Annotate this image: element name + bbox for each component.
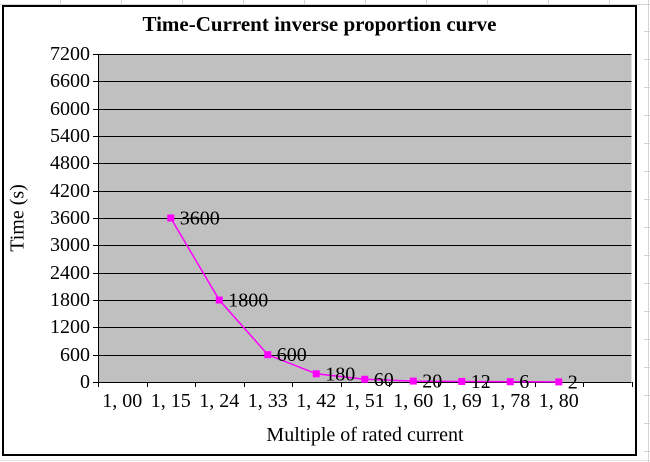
x-tick-label: 1, 60 <box>393 390 434 412</box>
y-tick-label: 3000 <box>50 234 90 257</box>
y-tick-label: 6000 <box>50 97 90 120</box>
data-label: 180 <box>325 363 355 385</box>
y-tick-label: 1200 <box>50 316 90 339</box>
x-tick-label: 1, 24 <box>199 390 240 412</box>
data-label: 12 <box>471 371 491 393</box>
x-tick-label: 1, 42 <box>296 390 337 412</box>
x-tick-label: 1, 80 <box>538 390 579 412</box>
data-point-marker <box>458 377 466 385</box>
data-label: 60 <box>374 369 394 391</box>
data-label: 6 <box>519 371 529 393</box>
data-point-marker <box>215 296 223 304</box>
chart-title: Time-Current inverse proportion curve <box>142 12 497 36</box>
data-point-marker <box>409 377 417 385</box>
data-point-marker <box>506 378 514 386</box>
data-label: 2 <box>568 371 578 393</box>
y-tick-label: 2400 <box>50 261 90 284</box>
x-axis-title: Multiple of rated current <box>266 424 464 446</box>
x-tick-label: 1, 78 <box>490 390 531 412</box>
data-label: 1800 <box>228 290 268 312</box>
data-label: 3600 <box>180 208 220 230</box>
data-point-marker <box>264 351 272 359</box>
x-tick-label: 1, 15 <box>150 390 191 412</box>
x-tick-label: 1, 69 <box>441 390 482 412</box>
data-point-marker <box>555 378 563 386</box>
spreadsheet-row-gridline-stubs <box>644 4 650 462</box>
y-tick-label: 4200 <box>50 179 90 202</box>
y-tick-label: 3600 <box>50 207 90 229</box>
y-tick-label: 600 <box>60 343 90 366</box>
spreadsheet-row-gridline <box>0 460 650 461</box>
data-label: 600 <box>277 344 307 366</box>
spreadsheet-column-gridline-stubs <box>0 0 650 5</box>
y-tick-label: 5400 <box>50 125 90 147</box>
y-tick-label: 7200 <box>50 43 90 65</box>
x-tick-label: 1, 00 <box>102 390 143 412</box>
y-tick-label: 1800 <box>50 289 90 311</box>
x-tick-label: 1, 51 <box>344 390 385 412</box>
y-tick-label: 0 <box>80 371 90 393</box>
data-point-marker <box>361 375 369 383</box>
data-point-marker <box>312 370 320 378</box>
y-tick-label: 6600 <box>50 70 90 93</box>
spreadsheet-row-gridline <box>0 4 650 5</box>
y-tick-label: 4800 <box>50 152 90 175</box>
x-tick-label: 1, 33 <box>247 390 288 412</box>
data-label: 20 <box>422 371 442 393</box>
data-point-marker <box>167 214 175 222</box>
